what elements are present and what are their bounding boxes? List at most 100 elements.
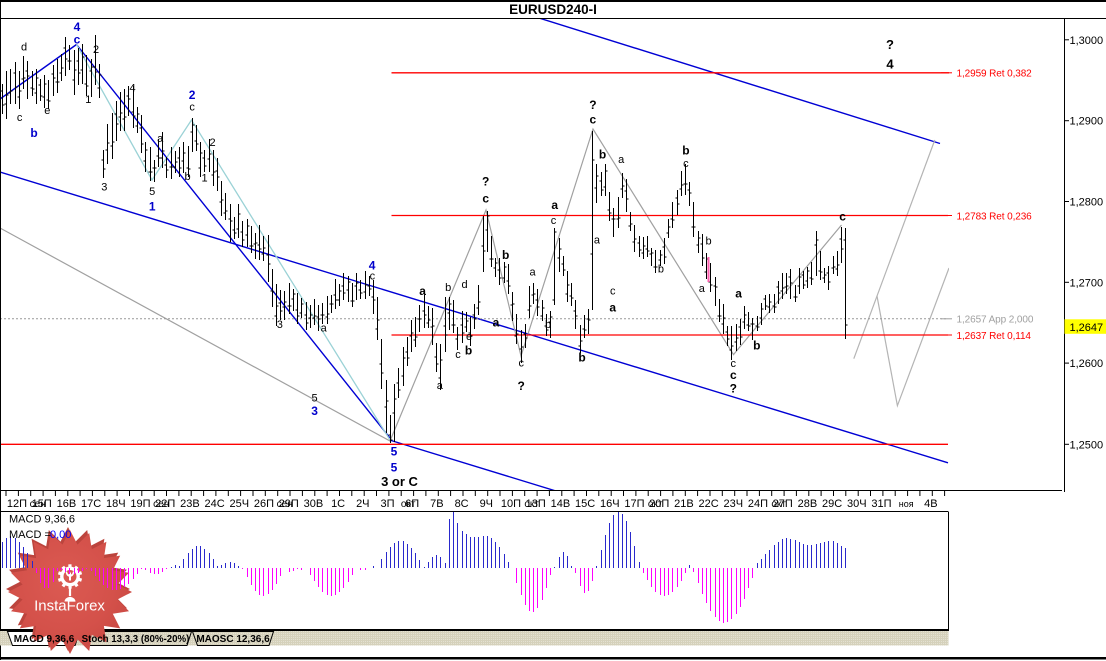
svg-text:EURUSD240-I: EURUSD240-I bbox=[509, 2, 597, 17]
svg-text:23Ч: 23Ч bbox=[724, 498, 744, 510]
svg-text:1,2500: 1,2500 bbox=[1070, 439, 1104, 451]
svg-text:b: b bbox=[465, 344, 472, 358]
svg-text:1,2600: 1,2600 bbox=[1070, 358, 1104, 370]
svg-text:b: b bbox=[502, 248, 509, 262]
svg-text:16Ч: 16Ч bbox=[600, 498, 620, 510]
svg-text:c: c bbox=[590, 112, 597, 126]
svg-text:12П: 12П bbox=[7, 498, 27, 510]
svg-text:17П: 17П bbox=[624, 498, 644, 510]
svg-text:a: a bbox=[321, 323, 328, 335]
svg-text:4: 4 bbox=[369, 259, 376, 273]
svg-text:23В: 23В bbox=[180, 498, 200, 510]
svg-text:17С: 17С bbox=[81, 498, 101, 510]
svg-text:a: a bbox=[699, 283, 706, 295]
svg-text:окт: окт bbox=[771, 499, 786, 510]
svg-text:15П: 15П bbox=[32, 498, 52, 510]
svg-text:c: c bbox=[683, 158, 689, 170]
svg-text:1,2647: 1,2647 bbox=[1070, 322, 1104, 334]
svg-text:31П: 31П bbox=[871, 498, 891, 510]
svg-text:1: 1 bbox=[149, 199, 156, 213]
svg-text:a: a bbox=[618, 154, 625, 166]
svg-text:1,2700: 1,2700 bbox=[1070, 277, 1104, 289]
svg-text:c: c bbox=[455, 349, 461, 361]
svg-text:29П: 29П bbox=[279, 498, 299, 510]
svg-text:4: 4 bbox=[886, 57, 894, 72]
svg-text:c: c bbox=[17, 112, 23, 124]
svg-text:?: ? bbox=[730, 382, 737, 396]
svg-text:d: d bbox=[461, 279, 467, 291]
svg-text:b: b bbox=[753, 339, 760, 353]
svg-text:21В: 21В bbox=[674, 498, 694, 510]
svg-text:b: b bbox=[599, 148, 606, 162]
svg-text:9Ч: 9Ч bbox=[480, 498, 493, 510]
svg-text:a: a bbox=[551, 198, 558, 212]
svg-text:20П: 20П bbox=[649, 498, 669, 510]
svg-text:2: 2 bbox=[209, 137, 215, 149]
svg-text:1,2637 Ret 0,114: 1,2637 Ret 0,114 bbox=[957, 331, 1032, 342]
svg-text:5: 5 bbox=[391, 445, 398, 459]
svg-text:b: b bbox=[578, 351, 585, 365]
svg-text:Stoch 13,3,3 (80%-20%): Stoch 13,3,3 (80%-20%) bbox=[82, 634, 190, 645]
svg-text:28В: 28В bbox=[798, 498, 818, 510]
svg-text:5: 5 bbox=[149, 186, 155, 198]
svg-text:25Ч: 25Ч bbox=[230, 498, 250, 510]
svg-text:29С: 29С bbox=[822, 498, 842, 510]
svg-text:MACD 9,36,6: MACD 9,36,6 bbox=[14, 634, 75, 645]
svg-text:22П: 22П bbox=[155, 498, 175, 510]
svg-text:30В: 30В bbox=[304, 498, 324, 510]
svg-text:c: c bbox=[610, 286, 616, 298]
svg-text:5: 5 bbox=[391, 461, 398, 475]
svg-text:24П: 24П bbox=[748, 498, 768, 510]
svg-text:a: a bbox=[493, 316, 500, 330]
svg-text:a: a bbox=[594, 235, 601, 247]
svg-text:5: 5 bbox=[312, 393, 318, 405]
svg-text:окт: окт bbox=[524, 499, 539, 510]
svg-text:InstaForex: InstaForex bbox=[34, 598, 105, 615]
svg-text:b: b bbox=[30, 126, 37, 140]
svg-text:a: a bbox=[609, 301, 616, 315]
svg-text:b: b bbox=[445, 282, 451, 294]
svg-text:c: c bbox=[839, 210, 846, 224]
svg-text:b: b bbox=[658, 263, 664, 275]
svg-text:c: c bbox=[189, 102, 195, 114]
svg-text:3П: 3П bbox=[380, 498, 394, 510]
svg-text:1,2657 App 2,000: 1,2657 App 2,000 bbox=[957, 315, 1034, 326]
svg-text:MACD =: MACD = bbox=[9, 529, 51, 541]
svg-text:e: e bbox=[44, 105, 50, 117]
svg-text:3: 3 bbox=[101, 181, 107, 193]
svg-text:?: ? bbox=[886, 37, 894, 52]
svg-text:22С: 22С bbox=[699, 498, 719, 510]
svg-text:4В: 4В bbox=[924, 498, 937, 510]
svg-text:10П: 10П bbox=[501, 498, 521, 510]
svg-text:7В: 7В bbox=[430, 498, 443, 510]
svg-text:c: c bbox=[74, 33, 81, 47]
svg-text:a: a bbox=[529, 267, 536, 279]
svg-text:c: c bbox=[730, 368, 737, 382]
svg-text:b: b bbox=[184, 171, 190, 183]
svg-text:0,00: 0,00 bbox=[50, 529, 71, 541]
svg-text:1,2900: 1,2900 bbox=[1070, 116, 1104, 128]
svg-text:c: c bbox=[482, 192, 489, 206]
svg-text:15С: 15С bbox=[575, 498, 595, 510]
svg-text:MACD 9,36,6: MACD 9,36,6 bbox=[9, 514, 75, 526]
svg-text:14В: 14В bbox=[551, 498, 571, 510]
svg-text:24С: 24С bbox=[205, 498, 225, 510]
svg-text:3: 3 bbox=[277, 319, 283, 331]
svg-text:2: 2 bbox=[189, 88, 196, 102]
svg-text:8С: 8С bbox=[455, 498, 469, 510]
svg-text:c: c bbox=[731, 358, 737, 370]
svg-text:окт: окт bbox=[648, 499, 663, 510]
svg-text:c: c bbox=[370, 271, 376, 283]
svg-text:2: 2 bbox=[93, 44, 99, 56]
svg-text:a: a bbox=[735, 287, 742, 301]
svg-text:1,2783 Ret 0,236: 1,2783 Ret 0,236 bbox=[957, 212, 1033, 223]
svg-text:16В: 16В bbox=[57, 498, 77, 510]
svg-text:1,3000: 1,3000 bbox=[1070, 35, 1104, 47]
svg-text:сен: сен bbox=[277, 499, 293, 510]
svg-text:a: a bbox=[437, 380, 444, 392]
svg-text:?: ? bbox=[482, 175, 489, 189]
svg-text:2Ч: 2Ч bbox=[356, 498, 369, 510]
svg-text:?: ? bbox=[589, 98, 596, 112]
svg-text:6П: 6П bbox=[405, 498, 419, 510]
svg-text:1,2800: 1,2800 bbox=[1070, 197, 1104, 209]
